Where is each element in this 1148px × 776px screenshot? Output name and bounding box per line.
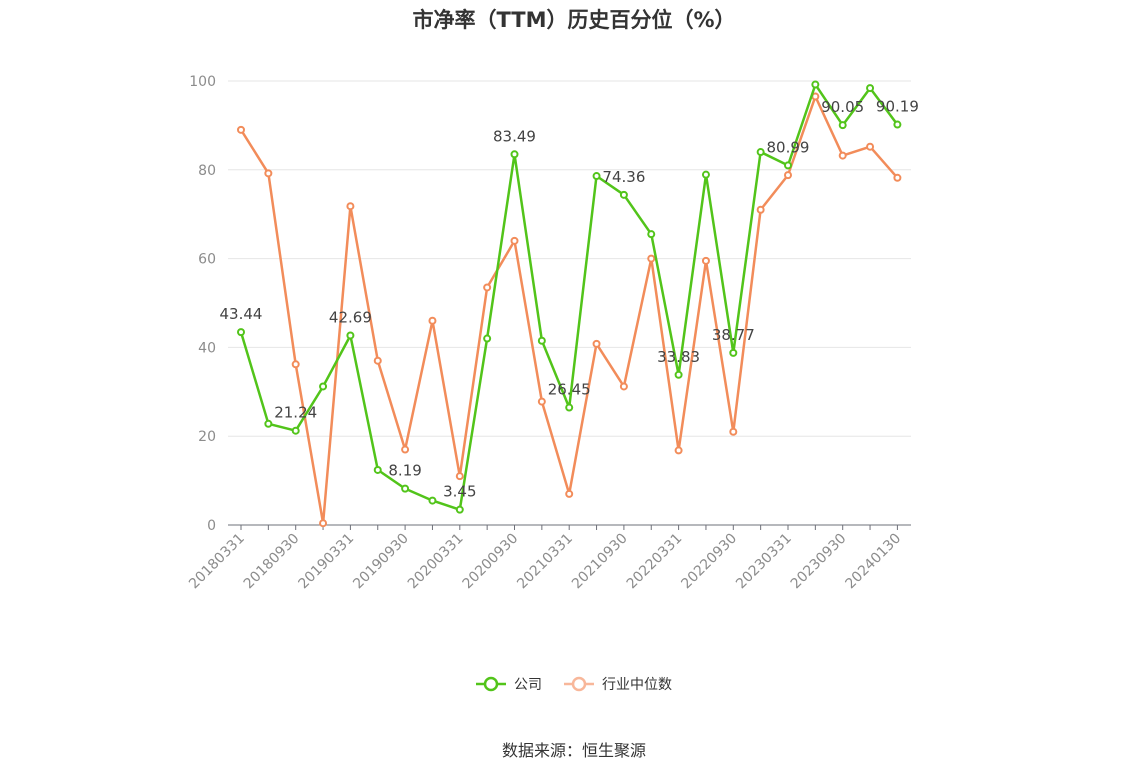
data-point	[756, 148, 765, 157]
data-point	[838, 151, 847, 160]
data-label: 42.69	[329, 308, 372, 326]
y-tick-label: 60	[198, 252, 216, 268]
data-point	[565, 403, 574, 412]
data-label: 90.19	[876, 98, 919, 116]
data-point	[483, 334, 492, 343]
x-tick-label: 20190331	[296, 531, 358, 593]
data-point	[784, 171, 792, 180]
data-point	[510, 236, 519, 245]
grid-lines	[228, 80, 911, 437]
data-point	[373, 465, 382, 474]
data-point	[866, 84, 875, 93]
data-label: 26.45	[548, 381, 591, 399]
data-label: 8.19	[388, 462, 421, 480]
legend-item-company[interactable]: 公司	[476, 673, 542, 695]
data-point	[756, 205, 765, 214]
data-point	[592, 172, 601, 181]
data-point	[674, 446, 683, 455]
data-point	[455, 505, 464, 514]
legend: 公司 行业中位数	[0, 673, 1148, 695]
data-label: 83.49	[493, 127, 536, 145]
data-point	[701, 256, 710, 265]
source-note: 数据来源：恒生聚源	[501, 741, 646, 760]
data-point	[866, 142, 875, 151]
data-label: 38.77	[712, 326, 755, 344]
x-tick-label: 20210930	[569, 531, 631, 593]
data-point	[346, 202, 355, 211]
data-label: 90.05	[821, 98, 864, 116]
data-point	[537, 397, 546, 406]
data-point	[291, 426, 300, 435]
data-point	[592, 339, 601, 348]
data-point	[319, 519, 328, 528]
data-point	[784, 161, 792, 170]
data-point	[346, 331, 355, 340]
data-point	[264, 169, 273, 178]
data-point	[428, 496, 437, 505]
y-tick-label: 0	[207, 518, 216, 534]
x-tick-label: 20220930	[678, 531, 740, 593]
series-lines	[237, 80, 902, 528]
data-point	[319, 382, 328, 391]
data-point	[237, 328, 245, 337]
data-point	[483, 283, 492, 292]
data-label: 33.83	[657, 348, 700, 366]
data-point	[701, 170, 710, 179]
legend-item-industry-median[interactable]: 行业中位数	[564, 673, 672, 695]
x-tick-label: 20190930	[350, 531, 412, 593]
data-point	[401, 484, 410, 493]
data-point	[619, 382, 628, 391]
data-point	[647, 254, 656, 263]
data-point	[510, 150, 519, 159]
y-tick-label: 20	[198, 429, 216, 445]
data-point	[237, 125, 245, 134]
y-tick-label: 80	[198, 163, 216, 179]
x-tick-label: 20230930	[788, 531, 850, 593]
legend-marker-icon	[564, 676, 594, 692]
data-point	[373, 356, 382, 365]
x-tick-label: 20200930	[460, 531, 522, 593]
data-point	[537, 336, 546, 345]
data-point	[291, 360, 300, 369]
data-point	[674, 370, 683, 379]
data-point	[455, 472, 464, 481]
x-tick-label: 20180930	[241, 531, 303, 593]
data-point	[264, 419, 273, 428]
data-point	[729, 348, 738, 357]
x-tick-label: 20180331	[186, 531, 248, 593]
data-point	[565, 489, 574, 498]
legend-label: 公司	[514, 677, 542, 693]
data-point	[893, 120, 902, 129]
y-tick-label: 100	[189, 74, 216, 90]
data-point	[811, 80, 820, 89]
data-label: 43.44	[220, 305, 263, 323]
y-tick-label: 40	[198, 340, 216, 356]
data-point	[428, 316, 437, 325]
x-tick-label: 20220331	[624, 531, 686, 593]
data-point	[838, 121, 847, 130]
data-label: 74.36	[602, 168, 645, 186]
data-point	[647, 230, 656, 239]
data-point	[401, 445, 410, 454]
x-tick-label: 20240130	[843, 531, 905, 593]
chart-title: 市净率（TTM）历史百分位（%）	[412, 8, 736, 32]
data-point	[893, 173, 902, 182]
data-label: 80.99	[767, 138, 810, 156]
x-tick-label: 20210331	[514, 531, 576, 593]
data-point	[619, 190, 628, 199]
data-point	[729, 427, 738, 436]
data-labels: 43.44 21.24 42.69 8.19 3.45 83.49 26.45 74.36 33…	[220, 98, 919, 501]
x-tick-label: 20230331	[733, 531, 795, 593]
x-tick-label: 20200331	[405, 531, 467, 593]
data-label: 3.45	[443, 483, 476, 501]
data-label: 21.24	[274, 404, 317, 422]
legend-marker-icon	[476, 676, 506, 692]
legend-label: 行业中位数	[602, 677, 672, 693]
